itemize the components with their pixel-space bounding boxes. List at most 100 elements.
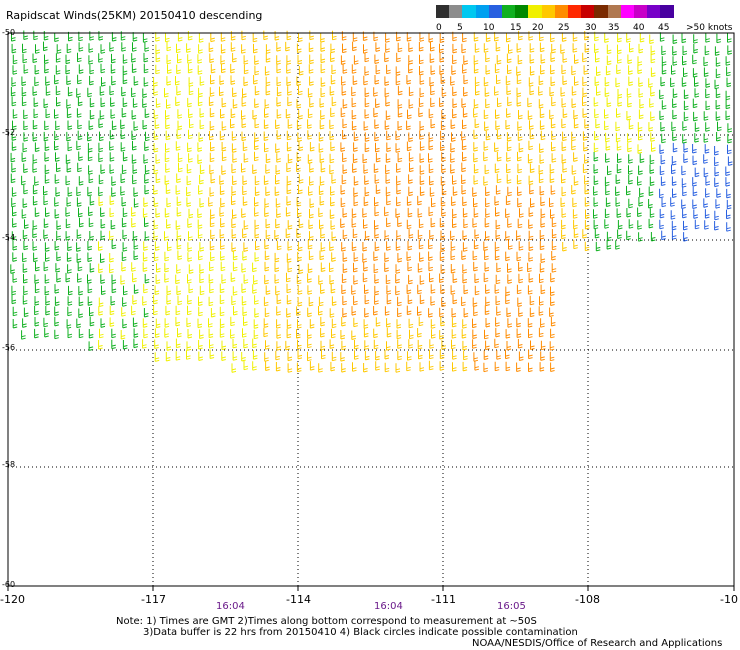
wind-barb xyxy=(693,209,698,219)
wind-barb xyxy=(628,120,634,130)
wind-barb xyxy=(584,154,589,164)
wind-barb xyxy=(287,119,293,129)
lat-label-54: -54 xyxy=(2,233,16,242)
wind-barb xyxy=(10,87,16,97)
wind-barb xyxy=(529,130,535,140)
wind-barb xyxy=(254,219,260,230)
wind-barb xyxy=(561,64,567,75)
wind-barb xyxy=(484,305,490,315)
wind-barb xyxy=(408,132,413,142)
wind-barb xyxy=(165,130,171,141)
wind-barb xyxy=(242,306,248,317)
wind-barb xyxy=(518,30,523,41)
legend-label: 10 xyxy=(483,23,495,33)
wind-barb xyxy=(296,306,301,316)
wind-barb xyxy=(418,349,423,360)
wind-barb xyxy=(342,43,347,54)
wind-barb xyxy=(628,154,633,164)
wind-barb xyxy=(461,296,466,307)
wind-barb xyxy=(551,229,557,239)
wind-barb xyxy=(474,43,480,53)
wind-barb xyxy=(142,318,148,328)
wind-barb xyxy=(309,76,314,86)
wind-barb xyxy=(10,152,16,163)
wind-barb xyxy=(726,77,732,88)
wind-barb xyxy=(462,340,468,351)
wind-barb xyxy=(385,110,391,120)
wind-barb xyxy=(33,97,39,107)
wind-barb xyxy=(505,75,511,86)
wind-barb xyxy=(582,229,587,239)
wind-barb xyxy=(286,142,292,152)
wind-barb xyxy=(529,66,535,76)
wind-barb xyxy=(131,110,137,120)
wind-barb xyxy=(43,229,48,239)
wind-barb xyxy=(681,77,687,87)
wind-barb xyxy=(43,186,48,196)
wind-barb xyxy=(362,272,368,283)
wind-barb xyxy=(210,173,216,184)
wind-barb xyxy=(187,31,193,41)
wind-barb xyxy=(254,197,259,207)
wind-barb xyxy=(309,176,314,186)
wind-barb xyxy=(450,76,455,86)
wind-barb xyxy=(340,330,346,340)
wind-barb xyxy=(440,264,446,274)
wind-barb xyxy=(208,42,214,53)
wind-barb xyxy=(65,54,71,65)
wind-barb xyxy=(550,272,555,283)
wind-barb xyxy=(242,185,247,196)
wind-barb xyxy=(441,87,447,97)
wind-barb xyxy=(177,250,183,260)
wind-barb xyxy=(231,163,237,174)
wind-barb xyxy=(441,340,447,350)
wind-barb xyxy=(220,55,226,65)
wind-barb xyxy=(451,196,456,206)
wind-barb xyxy=(495,274,501,285)
wind-barb xyxy=(65,231,71,241)
wind-barb xyxy=(617,32,622,43)
wind-barb xyxy=(648,78,653,88)
wind-barb xyxy=(32,154,38,164)
wind-barb xyxy=(164,262,169,273)
wind-barb xyxy=(584,31,589,41)
wind-barb xyxy=(584,175,589,185)
wind-barb xyxy=(320,53,326,64)
wind-barb xyxy=(342,295,347,306)
wind-barb xyxy=(451,308,457,318)
wind-barb xyxy=(540,208,546,219)
wind-barb xyxy=(219,75,225,85)
wind-barb xyxy=(538,165,544,175)
wind-barb xyxy=(351,285,356,295)
wind-barb xyxy=(637,207,642,217)
wind-barb xyxy=(352,163,357,173)
wind-barb xyxy=(529,43,535,53)
wind-barb xyxy=(143,283,148,294)
wind-barb xyxy=(76,88,81,98)
wind-barb xyxy=(341,242,346,252)
wind-barb xyxy=(67,296,73,306)
wind-barb xyxy=(638,43,644,54)
wind-barb xyxy=(285,228,291,239)
wind-barb xyxy=(285,41,290,52)
wind-barb xyxy=(451,317,457,328)
wind-barb xyxy=(341,86,347,96)
wind-barb xyxy=(373,339,379,350)
wind-barb xyxy=(208,96,214,107)
wind-barb xyxy=(98,306,103,316)
wind-barb xyxy=(166,99,171,109)
wind-barb xyxy=(221,165,226,175)
wind-barb xyxy=(528,175,534,186)
wind-barb xyxy=(419,87,425,98)
wind-barb xyxy=(188,208,194,219)
wind-barb xyxy=(209,87,215,97)
wind-barb xyxy=(199,108,205,118)
wind-barb xyxy=(66,43,72,54)
wind-barb xyxy=(232,53,237,63)
wind-barb xyxy=(297,55,303,65)
wind-barb xyxy=(429,272,434,283)
wind-barb xyxy=(582,76,587,87)
wind-barb xyxy=(77,74,82,85)
wind-barb xyxy=(517,186,522,196)
wind-barb xyxy=(560,87,566,97)
